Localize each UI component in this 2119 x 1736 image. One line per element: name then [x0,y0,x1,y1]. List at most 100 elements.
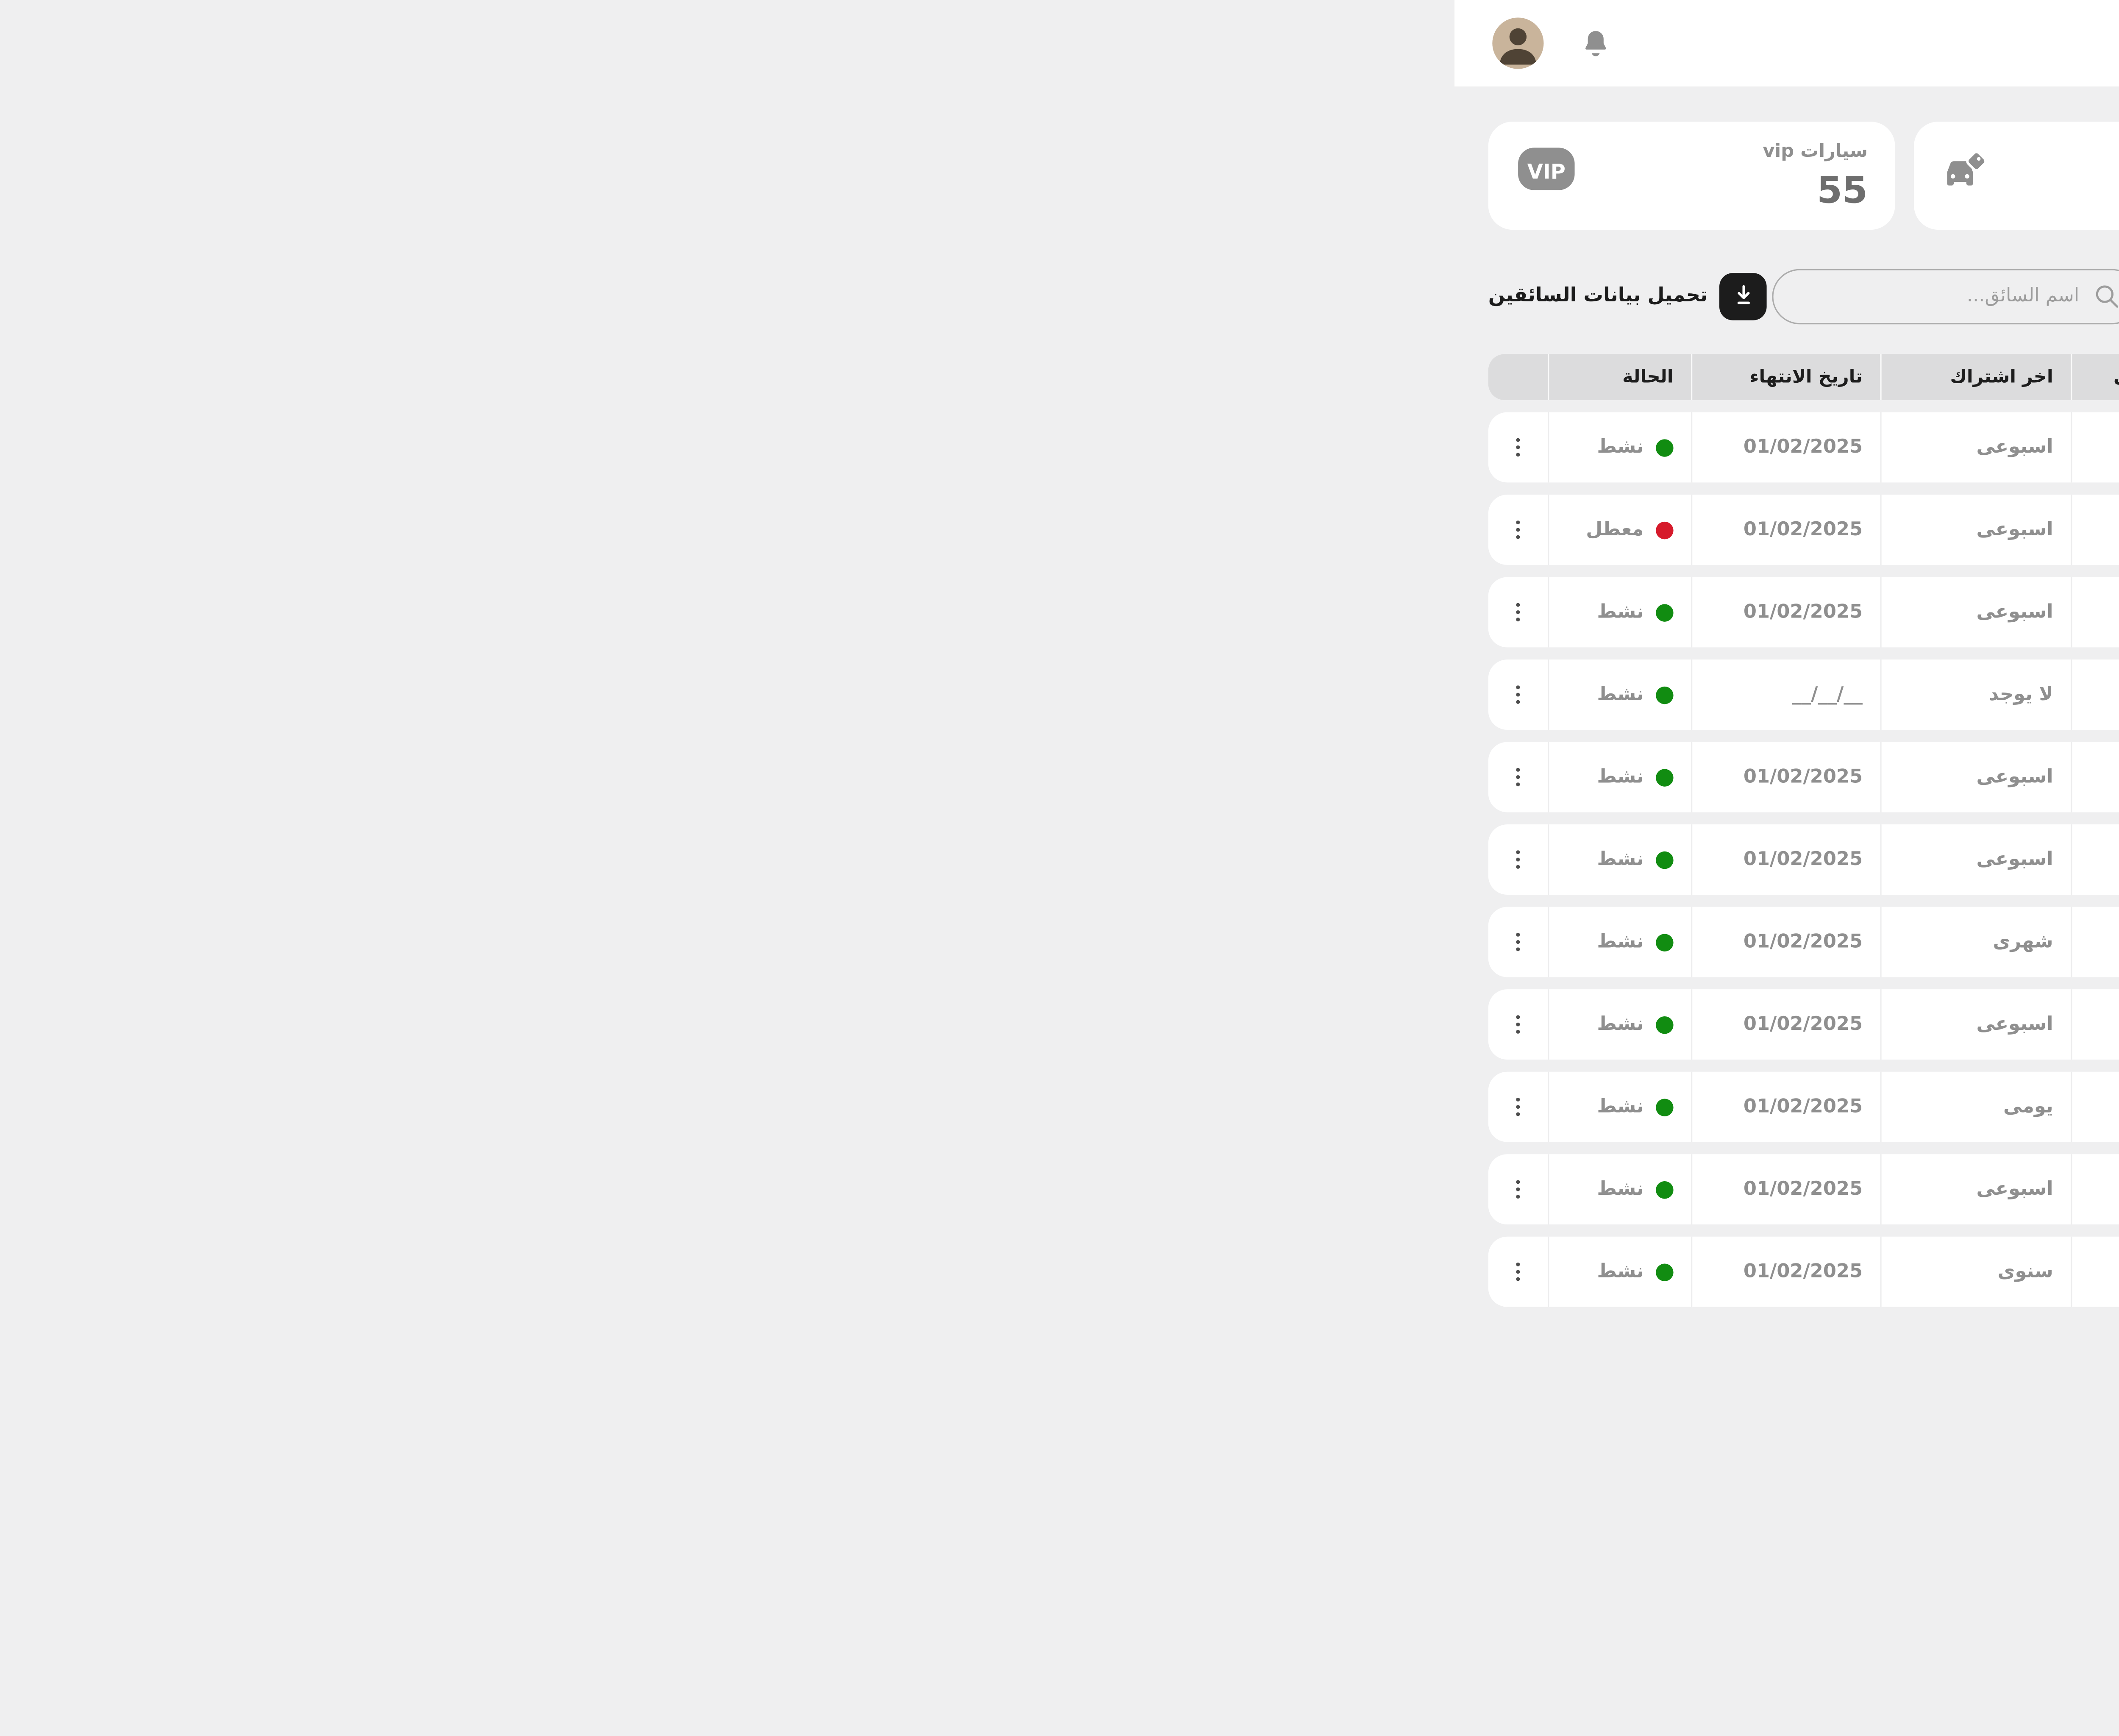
expiry-date: 01/02/2025 [1692,1236,1882,1307]
last-subscription: لا يوجد [1882,659,2072,730]
search-input[interactable] [1772,268,2119,324]
stat-card: سيارات vip 55 VIP [1488,121,1895,230]
last-subscription: اسبوعى [1882,1154,2072,1225]
status-cell: نشط [1549,659,1693,730]
expiry-date: 01/02/2025 [1692,989,1882,1060]
search-icon [2093,282,2119,310]
table-row: 64856عيسى الخالديبغداد، شارع344عادية2341… [1488,1154,2119,1225]
status-badge: معطل [1586,519,1644,541]
status-dot [1656,686,1674,704]
table-row: 64856منصور ال سويدا...بغداد، شارع344اقتص… [1488,495,2119,565]
current-balance: 74 د [2072,824,2119,895]
status-badge: نشط [1597,436,1644,458]
status-dot [1656,1015,1674,1033]
status-cell: نشط [1549,907,1693,977]
current-balance: 1،374 د [2072,1237,2119,1307]
current-balance: 0 د [2072,659,2119,730]
status-dot [1656,521,1674,539]
status-badge: نشط [1597,1013,1644,1035]
current-balance: 374 د [2072,742,2119,812]
status-dot [1656,1180,1674,1198]
svg-text:VIP: VIP [1527,160,1566,184]
column-header [1488,354,1549,400]
download-drivers: تحميل بيانات السائقين [1488,272,1767,320]
table-row: 64856خالد المصعبيبغداد، شارع344عادية2340… [1488,659,2119,730]
row-actions-button[interactable] [1488,577,1549,648]
current-balance: 1،374 د [2072,412,2119,483]
last-subscription: سنوى [1882,1236,2072,1307]
current-balance: 1،374 د [2072,907,2119,977]
status-dot [1656,1098,1674,1116]
expiry-date: 01/02/2025 [1692,577,1882,648]
bell-icon[interactable] [1579,26,1613,60]
vip-icon: VIP [1515,146,1577,192]
current-balance: 1،374 د [2072,495,2119,565]
current-balance: 1،374 د [2072,1154,2119,1224]
stat-text: سيارات vip 55 [1763,141,1868,211]
last-subscription: اسبوعى [1882,742,2072,812]
status-cell: نشط [1549,1236,1693,1307]
row-actions-button[interactable] [1488,1154,1549,1225]
last-subscription: اسبوعى [1882,989,2072,1060]
row-actions-button[interactable] [1488,989,1549,1060]
status-cell: معطل [1549,495,1693,565]
status-dot [1656,603,1674,621]
status-badge: نشط [1597,1178,1644,1200]
expiry-date: __/__/__ [1692,659,1882,730]
last-subscription: اسبوعى [1882,577,2072,648]
current-balance: 1،374 د [2072,1072,2119,1142]
stat-label: سيارات vip [1763,140,1868,162]
last-subscription: اسبوعى [1882,824,2072,895]
status-cell: نشط [1549,412,1693,483]
expiry-date: 01/02/2025 [1692,1154,1882,1225]
status-cell: نشط [1549,989,1693,1060]
table-row: 64856عبد الرزاق المكايـ...بغداد، شارع344… [1488,577,2119,648]
user-avatar[interactable] [1492,17,1544,69]
status-cell: نشط [1549,1071,1693,1142]
row-actions-button[interactable] [1488,495,1549,565]
main-content: اجمالى عدد السائقين594سيارات عادية456سيا… [1454,86,2119,1507]
table-body: 64856مؤيد الزهرانيبغداد، شارع344عادية234… [1488,412,2119,1307]
column-header: الرصيد الحالى [2072,354,2119,400]
status-badge: نشط [1597,684,1644,706]
status-badge: نشط [1597,1096,1644,1118]
table-row: 64856طلال المروانيبغداد، شارع344اقتصادية… [1488,1071,2119,1142]
stats-cards: اجمالى عدد السائقين594سيارات عادية456سيا… [1488,121,2119,230]
row-actions-button[interactable] [1488,412,1549,483]
download-label: تحميل بيانات السائقين [1488,285,1708,307]
status-dot [1656,1263,1674,1281]
row-actions-button[interactable] [1488,1236,1549,1307]
status-cell: نشط [1549,742,1693,812]
last-subscription: اسبوعى [1882,495,2072,565]
status-badge: نشط [1597,849,1644,871]
download-button[interactable] [1719,272,1767,320]
last-subscription: يومى [1882,1071,2072,1142]
status-badge: نشط [1597,601,1644,623]
expiry-date: 01/02/2025 [1692,742,1882,812]
status-cell: نشط [1549,1154,1693,1225]
status-dot [1656,768,1674,786]
row-actions-button[interactable] [1488,907,1549,977]
table-row: 64856عبد الرحمن صائغبغداد، شارع344اقتصاد… [1488,742,2119,812]
last-subscription: اسبوعى [1882,412,2072,483]
status-dot [1656,933,1674,951]
row-actions-button[interactable] [1488,659,1549,730]
table-row: 64856مؤيد الزهرانيبغداد، شارع344عادية234… [1488,412,2119,483]
table-row: 64856يحيى فقيهبغداد، شارع344VIP23474 داس… [1488,824,2119,895]
expiry-date: 01/02/2025 [1692,824,1882,895]
row-actions-button[interactable] [1488,742,1549,812]
table-row: 64856فرج خزنداربغداد، شارع344VIP2341،374… [1488,1236,2119,1307]
last-subscription: شهرى [1882,907,2072,977]
table-row: 64856خالد الشهريبغداد، شارع344عادية2341،… [1488,907,2119,977]
expiry-date: 01/02/2025 [1692,495,1882,565]
column-header: الحالة [1549,354,1693,400]
row-actions-button[interactable] [1488,824,1549,895]
status-cell: نشط [1549,824,1693,895]
status-cell: نشط [1549,577,1693,648]
search-box [1772,268,2119,324]
car-tag-icon [1941,146,1989,195]
expiry-date: 01/02/2025 [1692,1071,1882,1142]
status-dot [1656,851,1674,868]
expiry-date: 01/02/2025 [1692,907,1882,977]
row-actions-button[interactable] [1488,1071,1549,1142]
